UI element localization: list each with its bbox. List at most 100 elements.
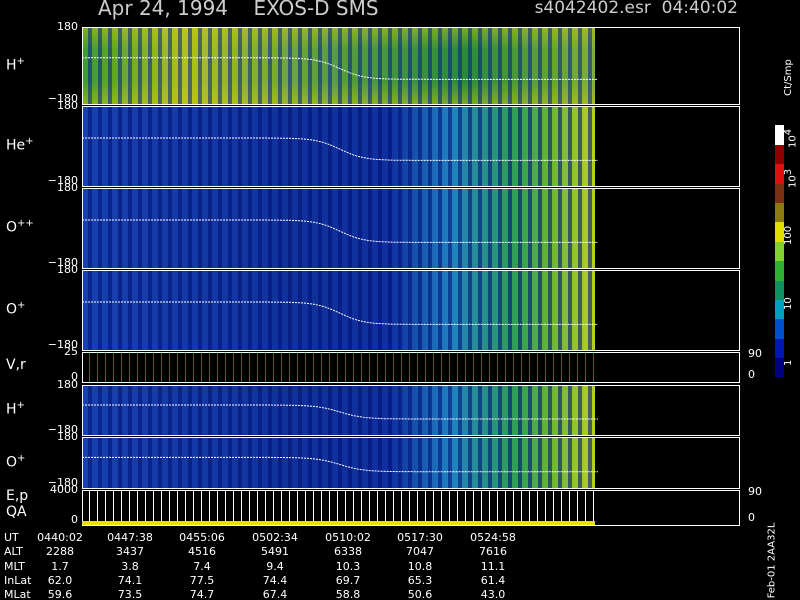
y-tick-label: 180 (57, 20, 78, 33)
table-cell: 10.8 (407, 560, 433, 573)
table-cell: 4516 (188, 545, 216, 558)
table-cell: 74.7 (189, 588, 215, 600)
label-text: O (6, 301, 18, 318)
table-cell: 0517:30 (397, 531, 443, 544)
table-cell: 6338 (334, 545, 362, 558)
qa-bar (82, 521, 595, 525)
y-tick-label: 180 (57, 263, 78, 276)
panel-frame (82, 27, 740, 105)
label-text: E,p (6, 487, 29, 504)
file-info: s4042402.esr 04:40:02 (534, 0, 738, 18)
spectrogram (82, 270, 595, 350)
colorbar-segment (775, 221, 784, 242)
panel-frame (82, 270, 740, 351)
superscript: + (16, 400, 25, 411)
panel-label: O+ (6, 300, 25, 318)
panel-label: O+ (6, 453, 25, 471)
label-text: O (6, 219, 18, 236)
label-text: V,r (6, 357, 26, 373)
table-cell: 74.4 (262, 574, 288, 587)
y-tick-label: 25 (64, 345, 78, 358)
panel-label: He+ (6, 136, 34, 154)
table-cell: 73.5 (117, 588, 143, 600)
table-cell: 65.3 (407, 574, 433, 587)
label-text: He (6, 137, 26, 154)
trace-line (82, 57, 598, 80)
y-tick-label: 180 (57, 99, 78, 112)
y-tick-label: 180 (57, 430, 78, 443)
table-cell: 61.4 (480, 574, 506, 587)
spectrogram (82, 385, 595, 435)
y-tick-label: 180 (57, 181, 78, 194)
y-tick-label: −180 (47, 423, 78, 436)
row-label: MLat (4, 588, 31, 600)
row-label: UT (4, 531, 19, 544)
row-label: InLat (4, 574, 32, 587)
table-cell: 43.0 (480, 588, 506, 600)
label-text: H (6, 57, 17, 74)
y-tick-label: −180 (47, 476, 78, 489)
table-cell: 10.3 (335, 560, 361, 573)
row-label: ALT (4, 545, 23, 558)
table-cell: 74.1 (117, 574, 143, 587)
label-text: O (6, 454, 18, 471)
table-cell: 62.0 (47, 574, 73, 587)
colorbar-segment (775, 241, 784, 262)
spectrogram (82, 352, 595, 382)
y-tick-label: 4000 (50, 483, 78, 496)
panel-label: V,r (6, 357, 26, 373)
superscript: + (16, 55, 25, 67)
y-tick-label: −180 (47, 174, 78, 187)
trace-line (82, 301, 598, 325)
colorbar-segment (775, 318, 784, 339)
table-cell: 7616 (479, 545, 507, 558)
table-cell: 5491 (261, 545, 289, 558)
title: Apr 24, 1994 EXOS-D SMS (98, 0, 379, 20)
spectrogram (82, 106, 595, 186)
panel-frame (82, 490, 740, 526)
superscript: + (25, 136, 34, 147)
y-tick-label: −180 (47, 92, 78, 105)
colorbar-segment (775, 202, 784, 223)
table-cell: 0524:58 (470, 531, 516, 544)
colorbar-segment (775, 183, 784, 204)
row-label: MLT (4, 560, 25, 573)
table-cell: 3437 (116, 545, 144, 558)
superscript: + (17, 300, 26, 311)
table-cell: 0455:06 (179, 531, 225, 544)
colorbar-segment (775, 338, 784, 359)
spectrogram (82, 490, 595, 525)
colorbar-segment (775, 357, 784, 378)
colorbar-segment (775, 260, 784, 281)
y2-tick-label: 0 (748, 511, 755, 524)
table-cell: 9.4 (266, 560, 284, 573)
y-tick-label: 0 (71, 370, 78, 383)
panel-frame (82, 437, 740, 489)
trace-line (82, 137, 598, 161)
panel-frame (82, 352, 740, 383)
table-cell: 7047 (406, 545, 434, 558)
y2-tick-label: 90 (748, 485, 762, 498)
colorbar-segment (775, 163, 784, 184)
label-text: H (6, 401, 17, 418)
colorbar-segment (775, 144, 784, 165)
y-tick-label: 0 (71, 513, 78, 526)
y-tick-label: −180 (47, 338, 78, 351)
table-cell: 59.6 (47, 588, 73, 600)
panel-frame (82, 188, 740, 269)
colorbar-segment (775, 125, 784, 145)
y-tick-label: 180 (57, 378, 78, 391)
trace-line (82, 456, 598, 473)
panel-frame (82, 385, 740, 436)
table-cell: 2288 (46, 545, 74, 558)
trace-line (82, 404, 598, 420)
table-cell: 11.1 (480, 560, 506, 573)
table-cell: 1.7 (51, 560, 69, 573)
table-cell: 0502:34 (252, 531, 298, 544)
spectrogram (82, 437, 595, 488)
spectrogram (82, 27, 595, 104)
table-cell: 69.7 (335, 574, 361, 587)
spectrogram (82, 188, 595, 268)
table-cell: 0447:38 (107, 531, 153, 544)
